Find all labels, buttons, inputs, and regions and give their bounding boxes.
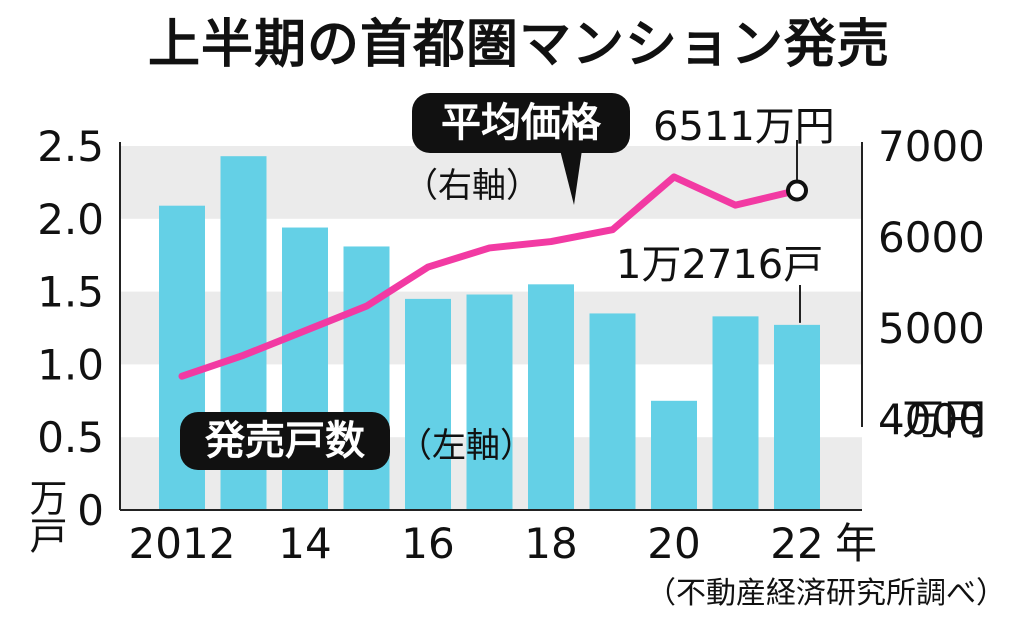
right-axis-unit: 万円	[902, 395, 987, 444]
x-tick-label: 20	[647, 519, 700, 568]
right-tick-label: 7000	[878, 122, 985, 171]
units-series-label: 発売戸数	[180, 412, 390, 470]
price-last-point	[786, 179, 808, 202]
bar-2020	[651, 400, 697, 510]
units-callout: 1万2716戸	[616, 242, 824, 288]
x-axis-year-suffix: 年	[835, 519, 877, 568]
units-axis-note: （左軸）	[398, 426, 534, 466]
left-tick-label: 0	[77, 486, 104, 535]
left-tick-label: 1.5	[37, 268, 104, 317]
bar-2015	[343, 246, 390, 511]
bar-2016	[405, 298, 451, 510]
bar-2021	[712, 316, 759, 510]
x-tick-label: 22	[770, 519, 823, 568]
bar-2022	[774, 324, 820, 510]
source-note: （不動産経済研究所調べ）	[646, 576, 1006, 611]
bar-2019	[589, 313, 636, 510]
line-series	[178, 140, 808, 380]
price-callout: 6511万円	[653, 104, 835, 150]
chart-title: 上半期の首都圏マンション発売	[148, 15, 891, 75]
axes	[119, 142, 863, 511]
bar-2017	[466, 294, 513, 510]
x-tick-label: 16	[401, 519, 454, 568]
right-tick-label: 6000	[878, 213, 985, 262]
bar-2018	[528, 284, 574, 510]
tick-labels: 0 0.5 1.0 1.5 2.0 2.5 4000 5000 6000 7000 2012 14 16…	[37, 122, 985, 568]
left-tick-label: 0.5	[37, 413, 104, 462]
left-tick-label: 1.0	[37, 340, 104, 389]
x-tick-label: 2012	[129, 519, 236, 568]
price-label-pointer	[560, 150, 582, 205]
right-tick-label: 5000	[878, 304, 985, 353]
price-line	[178, 173, 801, 380]
right-tick-label: 4000	[878, 395, 985, 444]
x-tick-label: 18	[524, 519, 577, 568]
left-axis-unit: 万戸	[23, 478, 67, 554]
x-tick-label: 14	[278, 519, 331, 568]
left-tick-label: 2.0	[37, 195, 104, 244]
left-tick-label: 2.5	[37, 122, 104, 171]
price-axis-note: （右軸）	[404, 166, 540, 206]
price-series-label: 平均価格	[412, 93, 630, 153]
